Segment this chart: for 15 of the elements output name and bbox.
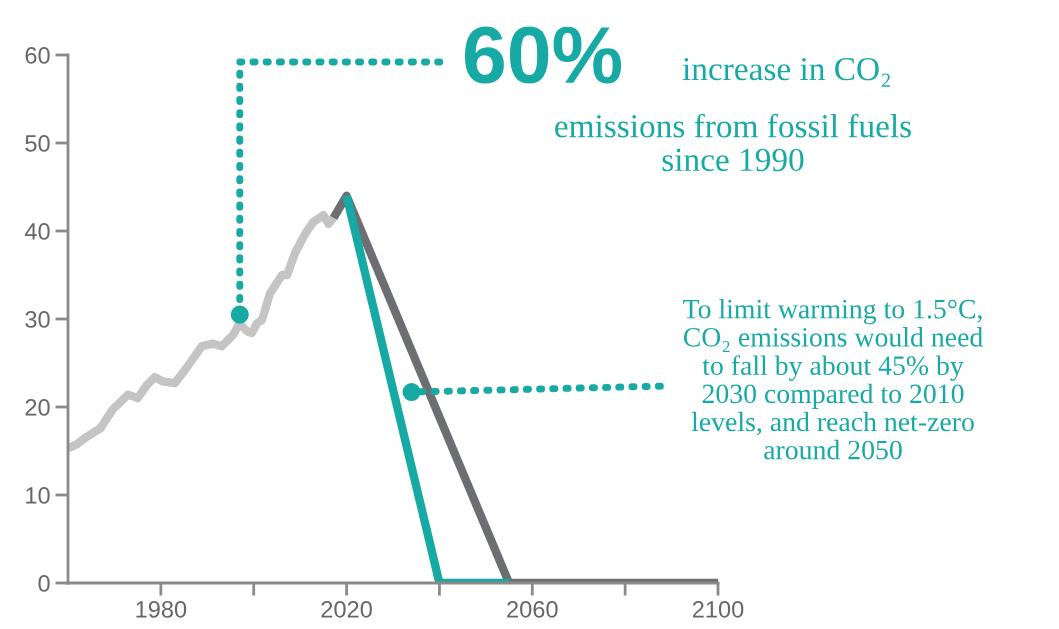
annotation: 60% bbox=[464, 26, 622, 84]
x-tick-label: 2100 bbox=[692, 600, 744, 618]
y-tick-label: 60 bbox=[25, 47, 50, 64]
y-tick-label: 50 bbox=[25, 135, 50, 152]
annotation: To limit warming to 1.5°C, CO₂ emissions would need to fall by about 45% by 2030 compared to 2010 levels, and reach net-zero around 2050 bbox=[683, 298, 983, 460]
annotation: increase in CO₂ bbox=[682, 57, 890, 87]
y-tick-label: 0 bbox=[38, 575, 50, 592]
y-tick-label: 20 bbox=[25, 399, 50, 416]
x-tick-label: 2020 bbox=[321, 600, 372, 618]
y-tick-label: 40 bbox=[24, 223, 50, 240]
x-tick-label: 1980 bbox=[136, 600, 187, 618]
y-tick-label: 30 bbox=[25, 311, 50, 328]
annotation: emissions from fossil fuels since 1990 bbox=[555, 113, 911, 172]
y-tick-label: 10 bbox=[26, 487, 50, 504]
x-tick-label: 2060 bbox=[507, 600, 558, 618]
